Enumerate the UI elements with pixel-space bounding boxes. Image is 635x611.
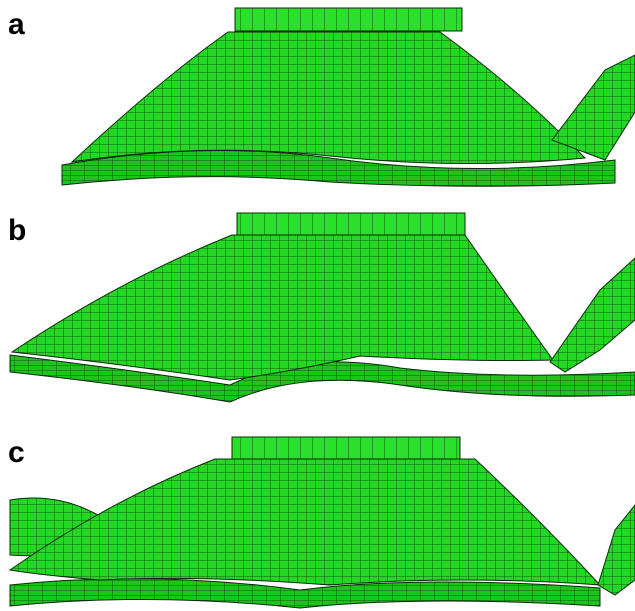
punch	[232, 437, 460, 459]
panel-b: b	[8, 213, 635, 402]
panel-label: c	[8, 436, 25, 469]
tool	[598, 505, 635, 595]
panel-label: b	[8, 214, 26, 247]
punch	[237, 213, 465, 235]
tool	[552, 55, 635, 160]
panel-c: c	[8, 436, 635, 608]
blank-wall	[12, 235, 553, 380]
blank-wall	[10, 459, 600, 585]
figure: a b c	[0, 0, 635, 611]
panel-a: a	[8, 8, 635, 186]
panel-label: a	[8, 8, 25, 41]
tool	[550, 258, 635, 372]
punch	[235, 8, 462, 31]
blank-wall	[72, 32, 585, 164]
